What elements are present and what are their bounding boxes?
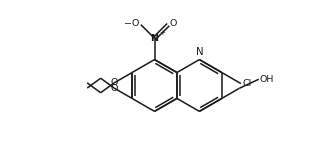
Text: N: N [151, 34, 159, 43]
Text: O: O [169, 19, 177, 28]
Text: −O: −O [124, 19, 140, 28]
Text: O: O [111, 84, 118, 93]
Text: Cl: Cl [242, 79, 252, 88]
Text: +: + [159, 30, 165, 36]
Text: OH: OH [260, 75, 274, 84]
Text: O: O [111, 78, 118, 87]
Text: N: N [196, 47, 204, 57]
